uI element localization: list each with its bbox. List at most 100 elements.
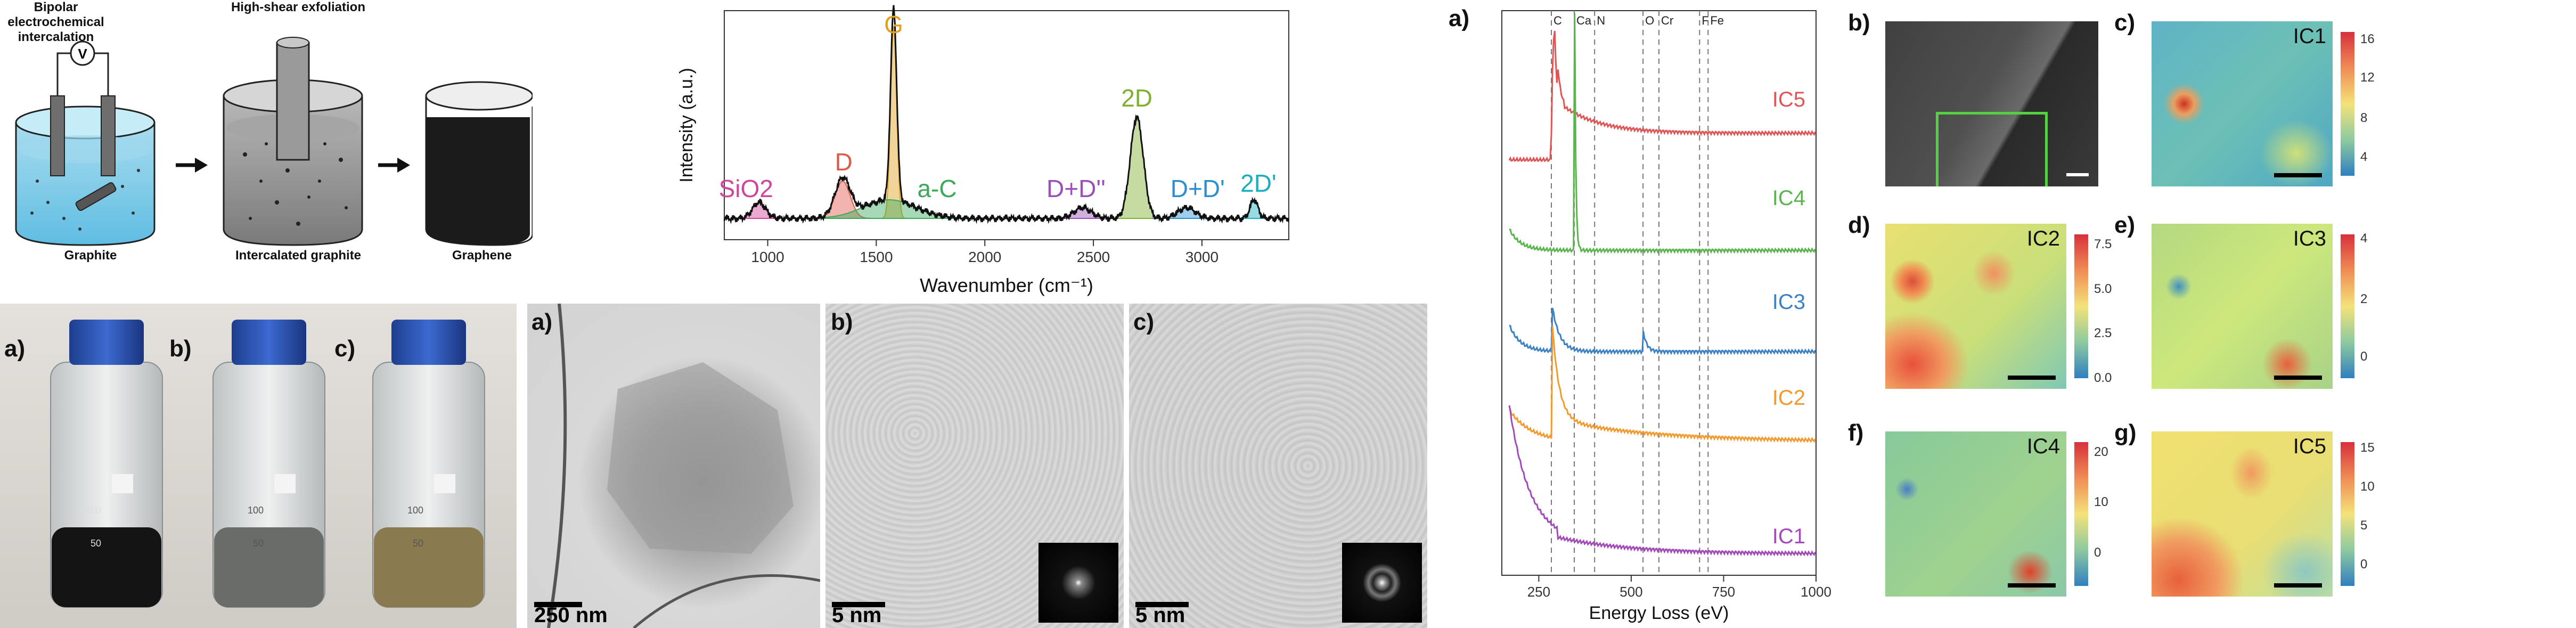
eels-letter: a) xyxy=(1449,5,1470,31)
colorbar-tick-label: 0 xyxy=(2360,349,2368,364)
scalebar xyxy=(2274,376,2322,380)
eels-edge-label: Ca xyxy=(1576,14,1592,27)
eels-series-label: IC1 xyxy=(1772,525,1805,548)
bottle-mark-50: 50 xyxy=(91,538,102,549)
scalebar xyxy=(534,602,582,607)
raman-peak-label: 2D' xyxy=(1240,169,1277,197)
eels-edge-label: N xyxy=(1597,14,1605,27)
tem-letter-b: b) xyxy=(831,309,853,335)
eels-x-tick-label: 750 xyxy=(1712,584,1735,600)
map-letter: b) xyxy=(1848,10,1870,36)
colorbar-tick-label: 4 xyxy=(2360,149,2368,164)
bottle-mark-50: 50 xyxy=(413,538,424,549)
colorbar xyxy=(2341,32,2354,176)
raman-chart: SiO2 D Ga-C D+D'' 2D D+D' 2D' 1000 1500 2000 2500 3… xyxy=(676,5,1289,296)
tem-letter-a: a) xyxy=(531,309,553,335)
raman-peak-label: D+D' xyxy=(1171,175,1225,202)
step2-title: High-shear exfoliation xyxy=(231,0,366,14)
scalebar xyxy=(2274,583,2322,588)
colorbar-tick-label: 20 xyxy=(2094,444,2108,459)
bottle-letter-a: a) xyxy=(4,336,26,362)
beaker-graphite: V xyxy=(15,40,156,246)
colorbar-tick-label: 5.0 xyxy=(2094,281,2112,296)
colorbar-tick-label: 0 xyxy=(2094,545,2101,560)
ica-map-ic3: IC3 xyxy=(2152,224,2333,389)
roi-box xyxy=(1936,112,2048,186)
colorbar-tick-label: 12 xyxy=(2360,70,2375,85)
fft-inset xyxy=(1038,543,1118,623)
bottle-mark-100: 100 xyxy=(248,505,264,516)
colorbar-tick-label: 2.5 xyxy=(2094,326,2112,341)
eels-x-tick-label: 500 xyxy=(1620,584,1642,600)
eels-series-line xyxy=(1509,326,1816,443)
eels-edge-label: Cr xyxy=(1661,14,1673,27)
ica-map-ic5: IC5 xyxy=(2152,431,2333,597)
raman-x-axis-label: Wavenumber (cm⁻¹) xyxy=(920,274,1093,296)
colorbar xyxy=(2074,442,2088,586)
colorbar-tick-label: 10 xyxy=(2094,495,2108,510)
raman-plot-frame xyxy=(724,10,1289,240)
map-letter: c) xyxy=(2114,10,2136,36)
eels-x-tick-label: 1000 xyxy=(1801,584,1831,600)
tem-image-c xyxy=(1129,304,1427,628)
ica-map-ic4: IC4 xyxy=(1885,431,2066,597)
raman-peak-label: G xyxy=(884,11,903,38)
scalebar xyxy=(2066,173,2089,176)
ica-map-ic2: IC2 xyxy=(1885,224,2066,389)
eels-series-line xyxy=(1508,405,1816,557)
eels-series-label: IC5 xyxy=(1772,88,1805,111)
voltmeter-label: V xyxy=(78,46,87,62)
raman-peak-label: SiO2 xyxy=(719,175,773,202)
map-title: IC1 xyxy=(2293,25,2326,48)
tem-letter-c: c) xyxy=(1133,309,1155,335)
eels-series-label: IC2 xyxy=(1772,386,1805,410)
bottle-mark-50: 50 xyxy=(253,538,264,549)
map-title: IC5 xyxy=(2293,435,2326,458)
step1-title-line1: Bipolar electrochemical xyxy=(7,0,104,29)
bottle-mark-100: 100 xyxy=(407,505,424,516)
scalebar-label: 250 nm xyxy=(534,603,608,627)
eels-series-line xyxy=(1509,13,1816,254)
map-title: IC4 xyxy=(2026,435,2060,458)
raman-x-tick-label: 2000 xyxy=(968,249,1001,265)
bottle-letter-c: c) xyxy=(334,336,356,362)
raman-x-tick-label: 2500 xyxy=(1077,249,1110,265)
raman-peak-label: D+D'' xyxy=(1046,175,1106,202)
colorbar xyxy=(2341,234,2354,378)
scalebar-label: 5 nm xyxy=(832,603,882,627)
scalebar xyxy=(2008,376,2056,380)
eels-series-line xyxy=(1509,307,1816,355)
map-letter: g) xyxy=(2114,420,2137,446)
eels-chart: C Ca N O Cr F Fe IC5 IC4 IC3 IC2 IC1 250 500 750 1000 En… xyxy=(1501,10,1831,623)
raman-y-axis-label: Intensity (a.u.) xyxy=(676,68,697,182)
eels-series-label: IC4 xyxy=(1772,186,1805,210)
raman-x-tick-label: 1500 xyxy=(860,249,893,265)
colorbar-tick-label: 2 xyxy=(2360,291,2368,306)
scalebar-label: 5 nm xyxy=(1135,603,1185,627)
eels-edge-label: Fe xyxy=(1710,14,1724,27)
colorbar-tick-label: 10 xyxy=(2360,479,2375,494)
tem-image-a xyxy=(527,304,820,628)
colorbar-tick-label: 15 xyxy=(2360,440,2375,455)
raman-spectrum-line xyxy=(723,5,1289,224)
scalebar xyxy=(1135,602,1189,607)
eels-x-tick-label: 250 xyxy=(1527,584,1550,600)
colorbar-tick-label: 7.5 xyxy=(2094,236,2112,251)
raman-x-tick-label: 3000 xyxy=(1185,249,1219,265)
colorbar-tick-label: 4 xyxy=(2360,231,2368,246)
map-letter: d) xyxy=(1848,212,1870,238)
map-letter: f) xyxy=(1848,420,1864,446)
eels-x-axis-label: Energy Loss (eV) xyxy=(1589,603,1729,623)
scalebar xyxy=(832,602,885,607)
raman-x-tick-label: 1000 xyxy=(751,249,784,265)
raman-peak-label: 2D xyxy=(1121,84,1152,112)
map-title: IC2 xyxy=(2026,227,2060,250)
eels-edge-label: C xyxy=(1553,14,1562,27)
beaker-intercalated xyxy=(223,37,363,246)
beaker-graphene xyxy=(425,81,533,246)
eels-series-line xyxy=(1508,31,1816,162)
colorbar-tick-label: 5 xyxy=(2360,518,2368,533)
process-schematic: V xyxy=(15,37,533,246)
bottles-photo: 100 50 100 50 100 50 xyxy=(0,304,517,628)
bottle-mark-100: 100 xyxy=(85,505,102,516)
